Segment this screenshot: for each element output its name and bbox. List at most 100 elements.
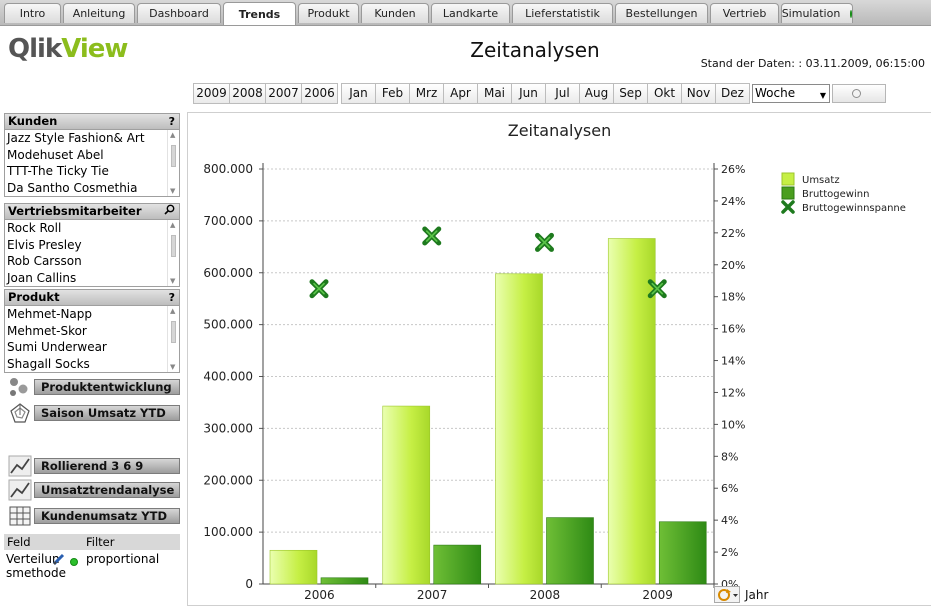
legend-label-bruttogewinnspanne: Bruttogewinnspanne [802,203,906,214]
listbox-kunden-header: Kunden ? [5,114,179,130]
y2-tick-label: 4% [721,514,738,527]
scatter-chart-icon [6,376,34,398]
y-tick-label: 300.000 [203,421,253,435]
month-cell[interactable]: Okt [647,83,682,104]
tab-label: Vertrieb [722,7,767,20]
list-item[interactable]: Rob Carsson [7,254,82,268]
kundenumsatz-ytd-button[interactable]: Kundenumsatz YTD [6,506,180,526]
table-row[interactable]: Verteilun smethode proportional [4,552,180,580]
list-item[interactable]: Elvis Presley [7,237,82,252]
time-slider[interactable] [832,84,886,103]
tab-label: Lieferstatistik [525,7,600,20]
month-cell[interactable]: Jun [511,83,546,104]
tab-produkt[interactable]: Produkt [298,3,359,23]
kundenumsatz-label: Kundenumsatz YTD [34,508,180,524]
year-cell[interactable]: 2007 [265,83,302,104]
scroll-up-icon[interactable]: ▲ [170,307,176,315]
rollierend-button[interactable]: Rollierend 3 6 9 [6,455,180,477]
month-cell[interactable]: Apr [443,83,478,104]
granularity-select[interactable]: Woche ▼ [752,84,830,103]
month-cell[interactable]: Feb [375,83,410,104]
cycle-dimension-icon[interactable] [714,586,740,603]
month-cell[interactable]: Jul [545,83,580,104]
tab-lieferstatistik[interactable]: Lieferstatistik [512,3,613,23]
tab-label: Bestellungen [625,7,698,20]
year-cell[interactable]: 2009 [193,83,230,104]
tab-dashboard[interactable]: Dashboard [137,3,221,23]
tab-trends[interactable]: Trends [223,2,296,25]
year-cell[interactable]: 2008 [229,83,266,104]
year-cell[interactable]: 2006 [301,83,338,104]
list-item[interactable]: Joan Callins [7,270,77,285]
bar-bruttogewinn [320,577,369,585]
list-item[interactable]: Da Santho Cosmethia [7,180,138,195]
page-title: Zeitanalysen [470,38,600,62]
bar-umsatz [607,238,656,585]
chart-canvas: 0 100.000 200.000 300.000 400.000 500.000 600.… [203,162,906,602]
month-cell[interactable]: Nov [681,83,716,104]
sheet-tabs: Intro Anleitung Dashboard Trends Produkt Kund… [4,2,855,25]
scroll-thumb[interactable] [171,321,176,343]
marker-highlight [313,282,325,295]
month-cell[interactable]: Mai [477,83,512,104]
logo-text-view: View [61,34,128,64]
y-tick-label: 700.000 [203,214,253,228]
list-item[interactable]: Modehuset Abel [7,147,104,162]
y-tick-label: 600.000 [203,266,253,280]
tab-anleitung[interactable]: Anleitung [63,3,135,23]
month-cell[interactable]: Sep [613,83,648,104]
legend-marker-bruttogewinnspanne [781,200,795,214]
scroll-down-icon[interactable]: ▼ [170,363,176,371]
tab-label: Kunden [374,7,416,20]
month-cell[interactable]: Mrz [409,83,444,104]
scrollbar[interactable]: ▲ ▼ [167,220,179,286]
list-item[interactable]: Sumi Underwear [7,340,107,354]
tab-bestellungen[interactable]: Bestellungen [615,3,708,23]
tab-vertrieb[interactable]: Vertrieb [710,3,779,23]
search-icon[interactable] [164,204,175,219]
produktentwicklung-label: Produktentwicklung [34,379,180,395]
tab-intro[interactable]: Intro [4,3,61,23]
scroll-up-icon[interactable]: ▲ [170,221,176,229]
scrollbar[interactable]: ▲ ▼ [167,306,179,372]
slider-knob[interactable] [852,89,861,98]
bar-umsatz [269,549,318,585]
x-tick-label: 2006 [304,588,335,602]
scrollbar[interactable]: ▲ ▼ [167,130,179,196]
help-icon[interactable]: ? [168,291,175,304]
saison-umsatz-ytd-button[interactable]: Saison Umsatz YTD [6,403,180,423]
bar-umsatz [495,273,543,585]
help-icon[interactable]: ? [168,115,175,128]
edit-pencil-icon[interactable] [52,552,66,569]
month-cell[interactable]: Jan [341,83,376,104]
scroll-thumb[interactable] [171,145,176,167]
dropdown-arrow-icon: ▼ [819,91,826,100]
list-item[interactable]: Mehmet-Napp [7,307,93,321]
x-tick-label: 2008 [530,588,561,602]
legend-label-bruttogewinn: Bruttogewinn [802,189,869,200]
y2-tick-label: 6% [721,482,738,495]
produktentwicklung-button[interactable]: Produktentwicklung [6,377,180,397]
y2-tick-label: 20% [721,259,745,272]
scroll-down-icon[interactable]: ▼ [170,187,176,195]
list-item[interactable]: Jazz Style Fashion& Art [7,131,145,145]
list-item[interactable]: Shagall Socks [7,356,90,371]
scroll-up-icon[interactable]: ▲ [170,131,176,139]
list-item[interactable]: TTT-The Ticky Tie [7,164,109,178]
logo-text-qlik: Qlik [8,34,62,64]
list-item[interactable]: Rock Roll [7,221,62,235]
header-filter: Filter [86,535,115,549]
tab-kunden[interactable]: Kunden [361,3,429,23]
tab-landkarte[interactable]: Landkarte [431,3,510,23]
scroll-down-icon[interactable]: ▼ [170,277,176,285]
listbox-produkt-items: Mehmet-Napp Mehmet-Skor Sumi Underwear S… [5,306,179,372]
feld-value-line2: smethode [6,566,66,580]
list-item[interactable]: Mehmet-Skor [7,323,87,338]
scroll-thumb[interactable] [171,235,176,257]
umsatztrendanalyse-button[interactable]: Umsatztrendanalyse [6,479,180,501]
month-cell[interactable]: Dez [715,83,750,104]
saison-label: Saison Umsatz YTD [34,405,180,421]
y-tick-label: 800.000 [203,162,253,176]
month-cell[interactable]: Aug [579,83,614,104]
tab-simulation[interactable]: Simulation [781,3,853,23]
